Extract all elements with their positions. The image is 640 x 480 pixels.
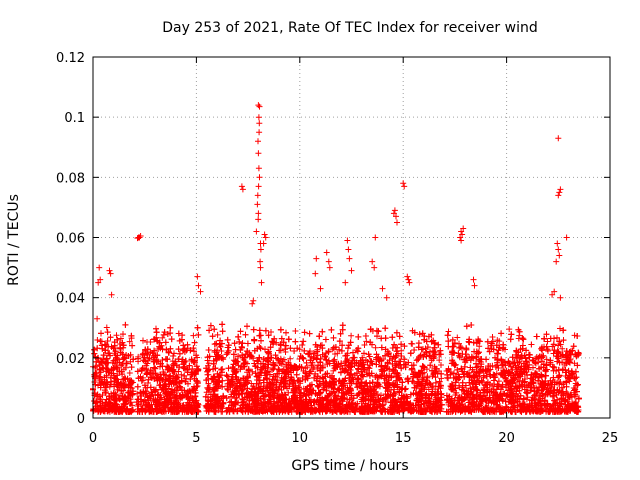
data-point bbox=[319, 374, 326, 381]
data-point bbox=[372, 344, 379, 351]
data-point bbox=[304, 364, 311, 371]
data-point bbox=[429, 404, 436, 411]
data-point bbox=[450, 343, 457, 350]
data-point bbox=[498, 330, 505, 337]
data-point bbox=[218, 348, 225, 354]
data-point bbox=[178, 371, 185, 378]
data-point bbox=[382, 346, 389, 353]
data-point bbox=[138, 377, 145, 384]
data-point bbox=[172, 358, 179, 365]
data-point bbox=[292, 328, 299, 334]
data-point bbox=[348, 332, 355, 339]
data-point bbox=[287, 355, 294, 362]
data-point bbox=[126, 338, 133, 345]
data-point bbox=[207, 322, 214, 329]
data-point bbox=[363, 338, 370, 345]
data-point bbox=[408, 340, 415, 347]
data-points bbox=[90, 102, 582, 415]
data-point bbox=[127, 358, 134, 365]
data-point bbox=[494, 337, 501, 344]
data-point bbox=[564, 390, 571, 397]
data-point bbox=[161, 329, 168, 336]
data-point bbox=[571, 332, 578, 339]
data-point bbox=[456, 382, 462, 389]
data-point bbox=[293, 371, 300, 378]
data-point bbox=[305, 351, 312, 358]
data-point bbox=[301, 347, 308, 354]
data-point bbox=[195, 331, 202, 338]
data-point bbox=[214, 331, 221, 338]
data-point bbox=[454, 334, 461, 341]
data-point bbox=[249, 368, 256, 375]
data-point bbox=[445, 375, 452, 382]
data-point bbox=[117, 335, 124, 342]
data-point bbox=[126, 370, 133, 376]
data-point bbox=[103, 324, 110, 331]
data-point bbox=[386, 350, 392, 356]
data-point bbox=[330, 367, 337, 374]
data-point bbox=[190, 332, 197, 339]
data-point bbox=[113, 332, 120, 339]
data-point bbox=[436, 357, 443, 364]
data-point bbox=[543, 356, 550, 363]
data-point bbox=[557, 325, 563, 332]
data-point bbox=[506, 326, 513, 333]
data-point bbox=[559, 345, 566, 352]
data-point bbox=[94, 337, 101, 343]
data-point bbox=[314, 352, 321, 359]
data-point bbox=[256, 332, 263, 339]
